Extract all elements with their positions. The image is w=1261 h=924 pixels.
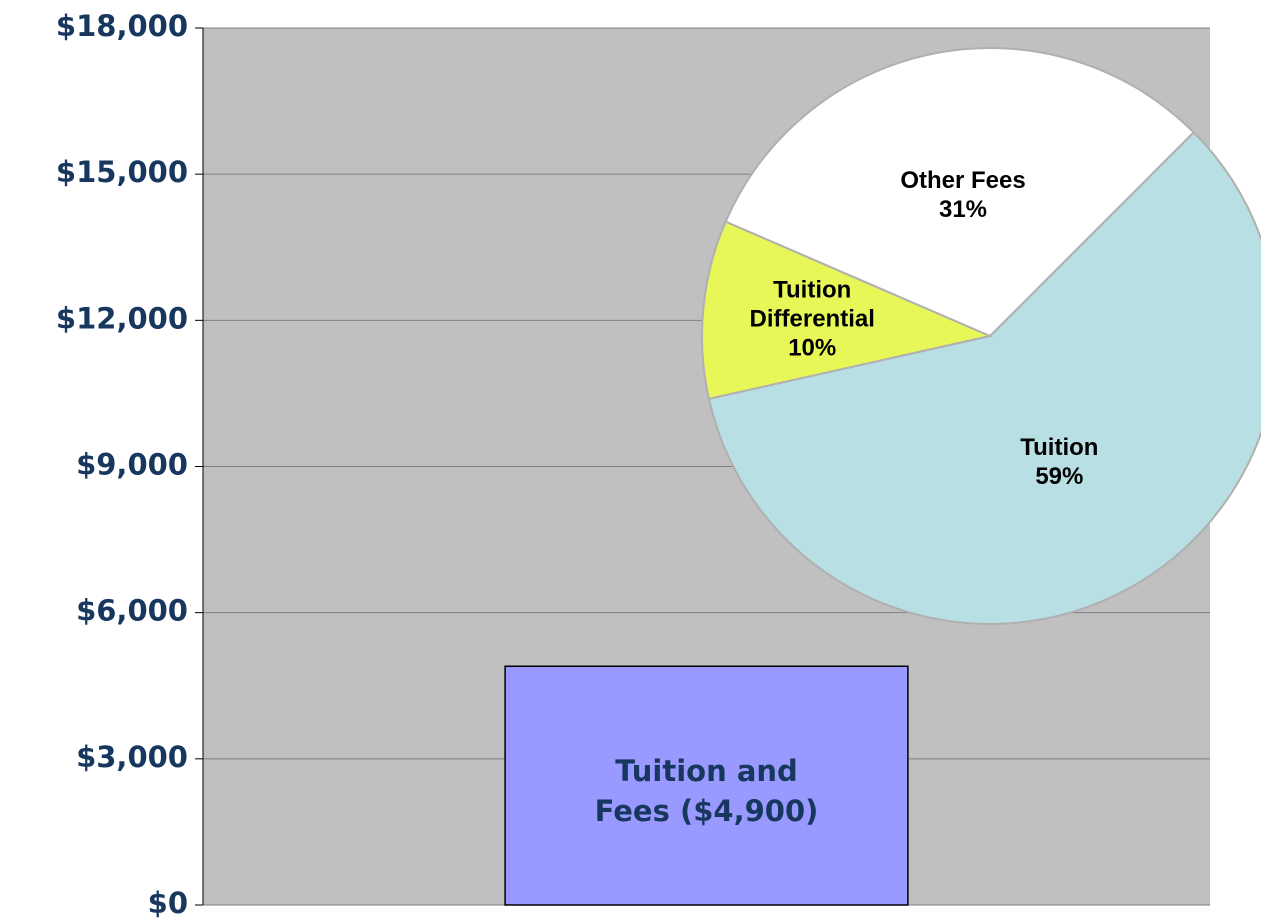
slice-name: Other Fees: [900, 166, 1026, 194]
y-tick-label: $0: [148, 886, 188, 920]
y-tick-label: $18,000: [56, 9, 188, 43]
slice-name: Tuition: [1020, 434, 1099, 462]
y-tick-label: $12,000: [56, 301, 188, 335]
pie-slice: [701, 220, 994, 401]
bar-label: Tuition and Fees ($4,900): [594, 753, 819, 828]
y-tick-label: $3,000: [76, 740, 188, 774]
pie-label: Tuition Differential 10%: [717, 276, 907, 363]
pie-label: Tuition 59%: [964, 433, 1154, 491]
y-tick-label: $15,000: [56, 155, 188, 189]
pie-slice: [724, 47, 1196, 338]
slice-value: 31%: [938, 195, 988, 223]
y-tick-label: $6,000: [76, 594, 188, 628]
pie-label: Other Fees 31%: [868, 166, 1058, 224]
slice-value: 59%: [1035, 463, 1084, 491]
y-tick-label: $9,000: [76, 448, 188, 482]
slice-name: Tuition Differential: [749, 276, 875, 333]
slice-value: 10%: [788, 334, 837, 362]
bar: [504, 665, 909, 906]
pie-slice: [707, 130, 1261, 625]
